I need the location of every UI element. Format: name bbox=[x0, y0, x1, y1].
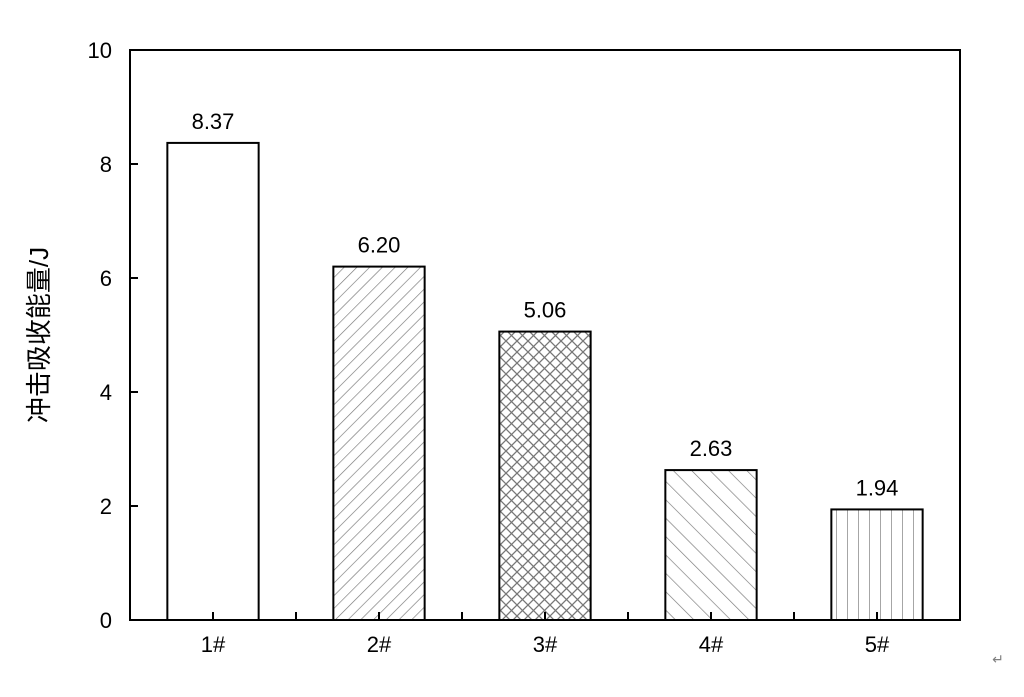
x-category-label-4#: 4# bbox=[699, 632, 724, 657]
bar-3# bbox=[499, 332, 590, 620]
x-category-label-5#: 5# bbox=[865, 632, 890, 657]
bar-value-label-1#: 8.37 bbox=[192, 109, 235, 134]
bar-value-label-2#: 6.20 bbox=[358, 233, 401, 258]
bar-4# bbox=[665, 470, 756, 620]
bar-value-label-3#: 5.06 bbox=[524, 298, 567, 323]
x-category-label-1#: 1# bbox=[201, 632, 226, 657]
y-tick-label: 4 bbox=[100, 380, 112, 405]
bar-value-label-4#: 2.63 bbox=[690, 436, 733, 461]
chart-container: 0 2 4 6 8 10 冲击吸收能量/J 8.37 6.20 5.06 2.63 1.94 1# 2# 3… bbox=[0, 0, 1024, 697]
bar-chart: 0 2 4 6 8 10 冲击吸收能量/J 8.37 6.20 5.06 2.63 1.94 1# 2# 3… bbox=[0, 0, 1024, 697]
x-category-label-2#: 2# bbox=[367, 632, 392, 657]
y-tick-label: 0 bbox=[100, 608, 112, 633]
bar-2# bbox=[333, 267, 424, 620]
bar-1# bbox=[167, 143, 258, 620]
x-category-label-3#: 3# bbox=[533, 632, 558, 657]
y-tick-label: 10 bbox=[88, 38, 112, 63]
y-tick-label: 6 bbox=[100, 266, 112, 291]
bar-5# bbox=[831, 509, 922, 620]
y-tick-label: 8 bbox=[100, 152, 112, 177]
y-tick-label: 2 bbox=[100, 494, 112, 519]
bar-value-label-5#: 1.94 bbox=[856, 475, 899, 500]
return-glyph-icon: ↵ bbox=[992, 651, 1004, 667]
y-axis-title: 冲击吸收能量/J bbox=[24, 247, 54, 423]
